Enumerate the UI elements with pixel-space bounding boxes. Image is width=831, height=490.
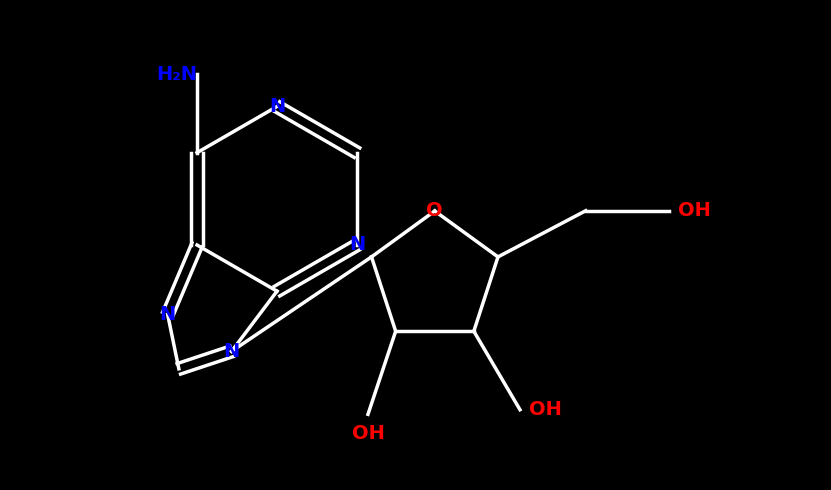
Text: N: N bbox=[269, 97, 285, 116]
Text: N: N bbox=[224, 342, 239, 361]
Text: H₂N: H₂N bbox=[156, 65, 197, 84]
Text: OH: OH bbox=[529, 400, 562, 419]
Text: N: N bbox=[160, 305, 176, 324]
Text: O: O bbox=[426, 201, 443, 220]
Text: OH: OH bbox=[678, 201, 711, 220]
Text: N: N bbox=[349, 236, 365, 254]
Text: OH: OH bbox=[352, 423, 385, 442]
